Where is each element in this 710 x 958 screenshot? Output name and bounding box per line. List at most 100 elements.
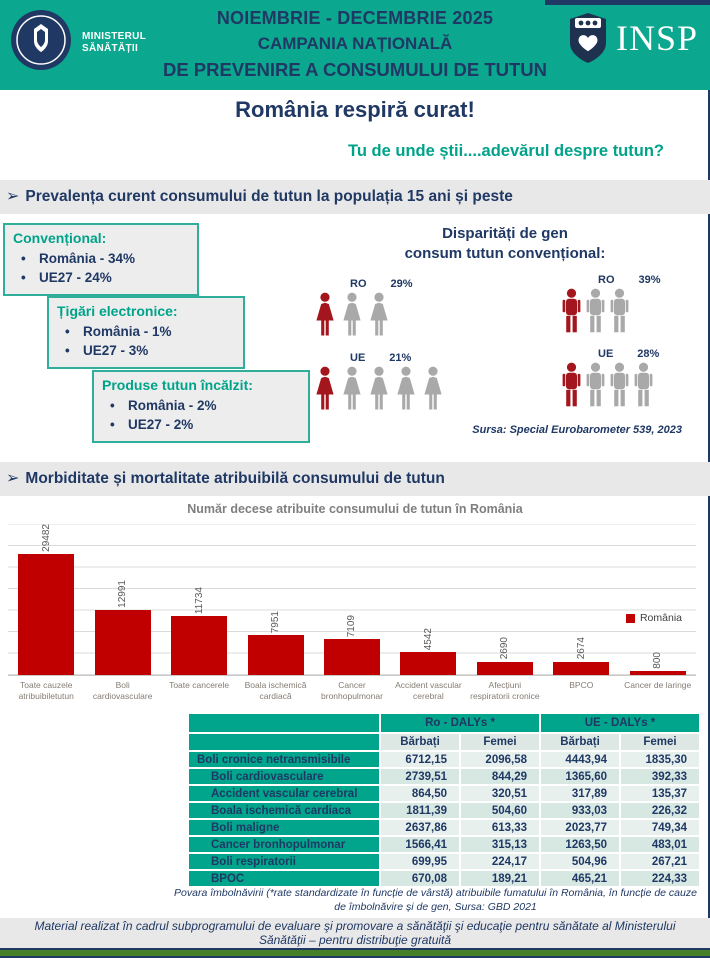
table-row: Cancer bronhopulmonar 1566,41 315,13 1263,5… [187,835,702,854]
government-logo [11,10,71,70]
ministry-line1: MINISTERUL [82,31,147,42]
table-cell-value: 2096,58 [459,750,541,769]
table-cell-value: 1263,50 [539,835,621,854]
dalys-table-wrap: Ro - DALYs * UE - DALYs * Bărbați Femei … [187,712,702,888]
table-subheader: Femei [459,732,541,752]
table-subheader: Bărbați [539,732,621,752]
bar-slot: 2674 [543,524,619,675]
table-row-label: Boala ischemică cardiaca [187,801,381,820]
pictogram-value: 39% [638,274,661,286]
table-cell-value: 749,34 [618,818,702,837]
bar-category-label: Cancer de laringe [624,680,692,690]
bar-value-label: 800 [652,652,664,669]
person-icon-male [586,362,605,407]
statbox-heated-tobacco: Produse tutun încălzit: România - 2% UE2… [92,370,310,443]
table-cell-value: 224,33 [618,869,702,888]
bar-category-label: Boli cardiovasculare [92,680,153,701]
table-cell-value: 320,51 [459,784,541,803]
insp-shield-icon [569,13,606,63]
arrow-bullet-icon: ➢ [6,470,20,487]
table-row: Boli maligne 2637,86 613,33 2023,77 749,34 [187,818,702,837]
header: MINISTERUL SĂNĂTĂȚII NOIEMBRIE - DECEMBR… [0,0,710,90]
bar-value-label: 7109 [346,615,358,638]
pictogram-label: UE 21% [350,352,446,364]
section-heading-morbidity: ➢ Morbiditate și mortalitate atribuibilă… [0,462,710,496]
bar-slot: 4542 [390,524,466,675]
pictogram-label: RO 39% [598,274,661,286]
table-cell-value: 315,13 [459,835,541,854]
bar [629,671,686,675]
statbox-title: Țigări electronice: [57,303,178,319]
table-row: Accident vascular cerebral 864,50 320,51 31… [187,784,702,803]
eurobarometer-source: Sursa: Special Eurobarometer 539, 2023 [472,424,682,436]
pictogram-value: 28% [637,348,660,360]
bar-slot: 11734 [161,524,237,675]
bar-slot: 29482 [8,524,84,675]
bar-category-label: Toate cauzele atribuibiletutun [18,680,74,701]
pictogram-ro-female: RO 29% [312,278,413,338]
stat-item: România - 2% [102,396,300,415]
section1-heading-text: Prevalența curent consumului de tutun la… [25,188,513,205]
table-row-label: Boli cardiovasculare [187,767,381,786]
pictogram-value: 29% [390,278,413,290]
table-cell-value: 699,95 [379,852,461,871]
table-row-label: Accident vascular cerebral [187,784,381,803]
bar-slot: 2690 [467,524,543,675]
table-row-label: Boli cronice netransmisibile [187,750,381,769]
bar-category-label: Cancer bronhopulmonar [321,680,383,701]
section-heading-prevalence: ➢ Prevalența curent consumului de tutun … [0,180,710,214]
dalys-table: Ro - DALYs * UE - DALYs * Bărbați Femei … [187,712,702,888]
legend-label: România [639,612,682,624]
table-cell-value: 189,21 [459,869,541,888]
pictogram-icons [312,292,413,338]
stat-item: UE27 - 24% [13,268,189,287]
bar-category-label: Boala ischemică cardiacă [244,680,307,701]
person-icon-male [634,362,653,407]
table-cell-value: 1811,39 [379,801,461,820]
person-icon-male [610,288,629,333]
campaign-title-line3: DE PREVENIRE A CONSUMULUI DE TUTUN [162,59,548,80]
statbox-ecigarettes: Țigări electronice: România - 1% UE27 - … [47,296,245,369]
table-cell-value: 504,96 [539,852,621,871]
table-corner-cell [187,712,381,734]
bar-category-label: Accident vascular cerebral [395,680,462,701]
bar-category-label: Toate cancerele [169,680,230,690]
disparity-title: Disparități de gen consum tutun convenți… [330,224,680,264]
table-row-label: BPOC [187,869,381,888]
statbox-title: Produse tutun încălzit: [102,377,253,393]
bar-category-label: BPCO [569,680,594,690]
person-icon-female [316,366,334,410]
bottom-green-strip [0,948,710,958]
bar-slot: 12991 [84,524,160,675]
table-cell-value: 1365,60 [539,767,621,786]
hero-subtitle: Tu de unde știi....adevărul despre tutun… [348,142,664,160]
pictogram-region: UE [350,352,366,364]
chart-plot: 29482 12991 11734 7951 7109 4542 2690 2674 800 R… [8,524,696,676]
hero-title: România respiră curat! [235,97,475,122]
table-cell-value: 1566,41 [379,835,461,854]
table-row: Boli cronice netransmisibile 6712,15 2096,… [187,750,702,769]
bar-slot: 800 [620,524,696,675]
table-cell-value: 267,21 [618,852,702,871]
table-row: BPOC 670,08 189,21 465,21 224,33 [187,869,702,888]
ministry-label: MINISTERUL SĂNĂTĂȚII [82,31,146,55]
pictogram-label: UE 28% [598,348,659,360]
bar-value-label: 7951 [270,611,282,634]
person-icon-male [562,362,581,407]
bar [323,639,380,675]
table-group-ro: Ro - DALYs * [379,712,541,734]
table-subheader: Femei [618,732,702,752]
prevalence-section: Convențional: România - 34% UE27 - 24% Ț… [0,214,710,462]
table-cell-value: 317,89 [539,784,621,803]
deaths-bar-chart: Număr decese atribuite consumului de tut… [0,496,710,712]
bar [553,661,610,675]
person-icon-male [610,362,629,407]
table-cell-value: 392,33 [618,767,702,786]
table-subheader-row: Bărbați Femei Bărbați Femei [187,732,702,752]
stat-item: UE27 - 3% [57,341,235,360]
statbox-title: Convențional: [13,230,107,246]
chart-title: Număr decese atribuite consumului de tut… [187,502,523,516]
campaign-title-line1: NOIEMBRIE - DECEMBRIE 2025 [216,8,494,28]
insp-logo: INSP [568,12,698,64]
